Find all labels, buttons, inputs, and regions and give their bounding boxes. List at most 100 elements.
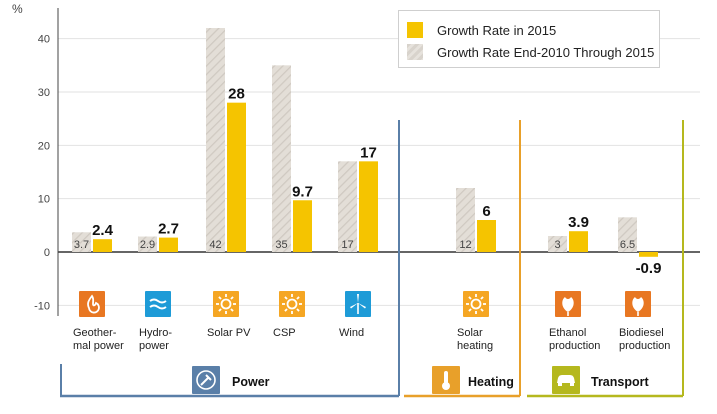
bar-label-2010-2015: 2.9	[140, 239, 155, 251]
bar-2015	[93, 239, 112, 252]
thermo-bulb	[442, 382, 450, 390]
gridlines	[58, 38, 700, 306]
hydropower-icon	[145, 291, 171, 317]
bar-2010-2015	[272, 65, 291, 252]
bar-2015	[227, 102, 246, 253]
bar-label-2010-2015: 17	[341, 239, 353, 251]
leaf-shape	[632, 297, 644, 312]
sun-ray	[296, 308, 300, 312]
category-label-line: mal power	[73, 340, 124, 352]
legend-swatch-2015	[407, 22, 423, 38]
bar-label-2015: 28	[228, 86, 245, 103]
sun-ray	[480, 296, 484, 300]
sun-ray	[218, 296, 222, 300]
sun-ray	[230, 308, 234, 312]
bar-label-2010-2015: 3	[554, 239, 560, 251]
sun-icon	[213, 291, 239, 317]
sun-ray	[468, 296, 472, 300]
bar-2010-2015	[138, 236, 157, 252]
bars: 3.72.4 2.92.7 42 28 35 9.7 17 17 12 6 3 3.9 6.5-0.9	[72, 28, 661, 277]
bar-2010-2015	[72, 232, 91, 252]
bar-2015	[477, 220, 496, 252]
car-icon	[552, 366, 580, 394]
sector-label: Heating	[468, 375, 514, 389]
category-label: CSP	[273, 327, 296, 339]
category-label-line: Solar PV	[207, 327, 251, 339]
category-label: Geother-mal power	[73, 327, 124, 352]
wave-lines	[149, 298, 167, 310]
y-axis: % -10 0 10 20 30 40	[12, 2, 59, 316]
legend-item-2015: Growth Rate in 2015	[407, 22, 556, 38]
category-label: Solar heating	[457, 327, 493, 352]
sector-heating: Heating	[404, 120, 521, 398]
sun-core	[220, 298, 232, 310]
legend: Growth Rate in 2015 Growth Rate End-2010…	[398, 10, 660, 68]
bar-2010-2015	[548, 236, 567, 252]
leaf-shape	[562, 297, 574, 312]
category-label: Biodiesel production	[619, 327, 670, 352]
sun-ray	[468, 308, 472, 312]
category-label-line: Wind	[339, 327, 364, 339]
sun-ray	[230, 296, 234, 300]
sun-icon	[279, 291, 305, 317]
sun-ray	[284, 308, 288, 312]
sector-transport: Transport	[527, 120, 684, 398]
car-wheel	[570, 383, 574, 386]
category-label-line: power	[139, 340, 169, 352]
category-label-line: production	[549, 340, 600, 352]
bar-2015	[293, 200, 312, 252]
y-tick-label: 20	[38, 140, 50, 152]
category-label-line: Biodiesel	[619, 327, 664, 339]
y-tick-label: 40	[38, 34, 50, 46]
bar-2010-2015	[456, 188, 475, 252]
sun-core	[470, 298, 482, 310]
bar-2010-2015	[206, 28, 225, 252]
category-label-line: Solar	[457, 327, 483, 339]
bar-label-2010-2015: 35	[275, 239, 287, 251]
bar-label-2010-2015: 6.5	[620, 239, 635, 251]
category-label-line: heating	[457, 340, 493, 352]
bar-2015	[159, 237, 178, 252]
bar-label-2010-2015: 3.7	[74, 239, 89, 251]
plug-prongs	[200, 374, 212, 386]
bar-2015	[359, 161, 378, 252]
turbine-blades	[350, 294, 366, 309]
bar-label-2010-2015: 42	[209, 239, 221, 251]
bar-2010-2015	[338, 161, 357, 252]
category-label: Wind	[339, 327, 364, 339]
car-wheel	[558, 383, 562, 386]
category-label-line: production	[619, 340, 670, 352]
sun-icon	[463, 291, 489, 317]
category-label-line: Hydro-	[139, 327, 172, 339]
sector-label: Transport	[591, 375, 649, 389]
bar-label-2015: -0.9	[636, 260, 662, 277]
bar-label-2015: 2.7	[158, 221, 179, 238]
bar-label-2015: 3.9	[568, 214, 589, 231]
sector-groups: Power Heating Transport	[60, 120, 684, 398]
bar-2015	[569, 231, 588, 252]
bar-label-2015: 2.4	[92, 222, 114, 239]
sun-ray	[480, 308, 484, 312]
bar-2015	[639, 252, 658, 257]
sun-core	[286, 298, 298, 310]
bar-label-2015: 6	[482, 203, 490, 220]
icon-tile	[145, 291, 171, 317]
y-tick-label: 30	[38, 87, 50, 99]
category-icons: Geother-mal power Hydro-power Solar PV CSP W…	[73, 291, 670, 352]
leaf-icon	[555, 291, 581, 317]
bar-label-2015: 9.7	[292, 183, 313, 200]
wind-turbine-icon	[345, 291, 371, 317]
car-body	[557, 375, 575, 383]
bar-label-2010-2015: 12	[459, 239, 471, 251]
y-tick-label: 0	[44, 247, 50, 259]
legend-label-2010-2015: Growth Rate End-2010 Through 2015	[437, 44, 655, 60]
legend-swatch-2010-2015	[407, 44, 423, 60]
leaf-icon	[625, 291, 651, 317]
category-label: Ethanol production	[549, 327, 600, 352]
geothermal-icon	[79, 291, 105, 317]
sun-ray	[218, 308, 222, 312]
bar-label-2015: 17	[360, 144, 377, 161]
category-label-line: Ethanol	[549, 327, 586, 339]
power-plug-icon	[192, 366, 220, 394]
